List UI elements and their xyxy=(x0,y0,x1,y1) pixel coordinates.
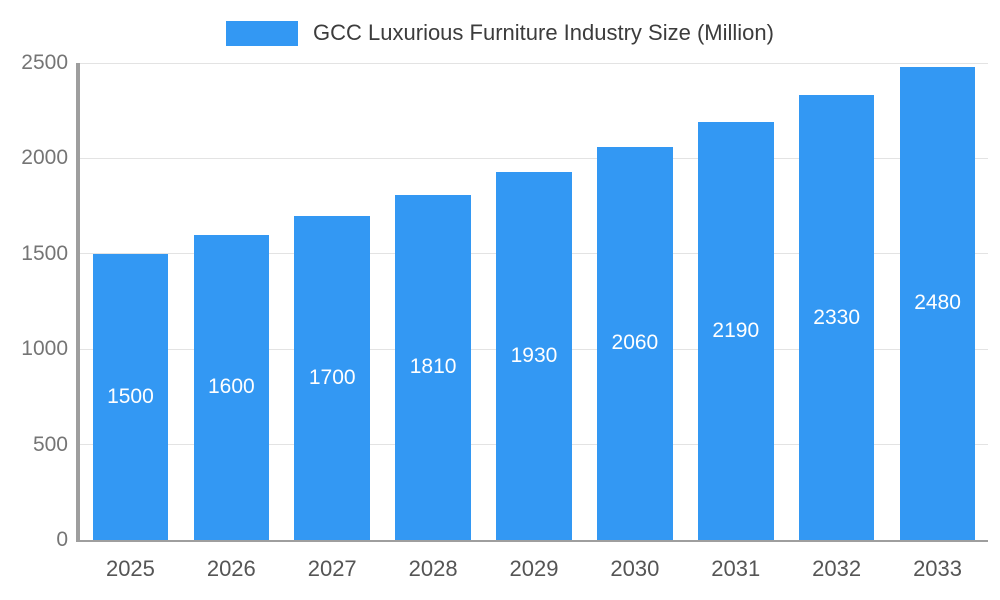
bar-value-label: 1600 xyxy=(207,375,255,399)
y-axis-line xyxy=(76,63,80,540)
bar[interactable] xyxy=(597,146,673,540)
bar[interactable] xyxy=(294,215,371,540)
bar[interactable] xyxy=(899,66,976,540)
bar[interactable] xyxy=(92,253,169,540)
y-axis-tick-label: 0 xyxy=(56,528,68,551)
y-axis-tick-label: 1000 xyxy=(21,337,68,361)
x-axis-tick-label: 2026 xyxy=(206,556,256,581)
bar-value-label: 2330 xyxy=(813,305,861,329)
bar-value-label: 1930 xyxy=(510,343,558,367)
x-axis-tick-label: 2033 xyxy=(913,556,963,581)
legend-swatch xyxy=(226,20,299,46)
x-axis-tick-label: 2025 xyxy=(105,556,155,581)
y-axis-tick-label: 2000 xyxy=(21,146,68,170)
bar-value-label: 1700 xyxy=(308,365,356,389)
bar-value-label: 1810 xyxy=(409,355,457,379)
gridline xyxy=(80,157,988,159)
bar-value-label: 2480 xyxy=(914,291,961,315)
bar[interactable] xyxy=(193,234,270,540)
x-axis-tick-label: 2031 xyxy=(711,556,761,581)
chart-title: GCC Luxurious Furniture Industry Size (M… xyxy=(313,20,774,45)
x-axis-tick-label: 2030 xyxy=(610,556,660,581)
bar-value-label: 2190 xyxy=(712,319,760,343)
gridline xyxy=(80,62,988,64)
plot-area: 0 500 1000 1500 2000 2500 1500 2025 1600 2026 1700… xyxy=(21,51,988,581)
bar[interactable] xyxy=(395,194,471,540)
chart-legend: GCC Luxurious Furniture Industry Size (M… xyxy=(0,18,1000,48)
y-axis-tick-label: 500 xyxy=(32,432,68,456)
bar-value-label: 2060 xyxy=(611,331,659,355)
x-axis-tick-label: 2029 xyxy=(509,556,559,581)
bar[interactable] xyxy=(697,122,774,540)
y-axis-tick-label: 1500 xyxy=(21,241,68,265)
bar[interactable] xyxy=(496,171,572,540)
x-axis-tick-label: 2028 xyxy=(408,556,458,581)
x-axis-line xyxy=(76,540,988,542)
bar[interactable] xyxy=(798,95,875,540)
y-axis-tick-label: 2500 xyxy=(21,51,68,74)
x-axis-tick-label: 2027 xyxy=(307,556,357,581)
bar-value-label: 1500 xyxy=(107,384,154,408)
x-axis-tick-label: 2032 xyxy=(812,556,862,581)
